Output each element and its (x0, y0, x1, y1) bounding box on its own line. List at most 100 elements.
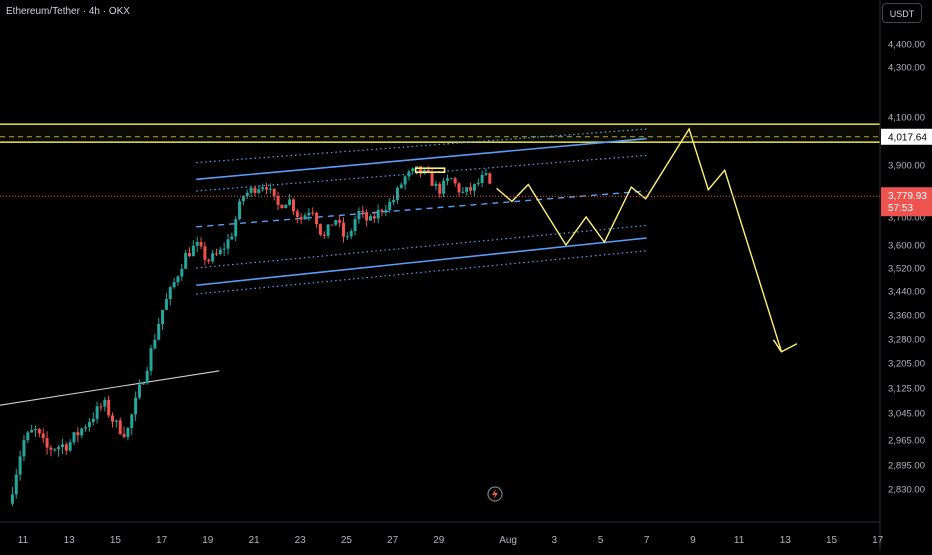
y-tick-label: 2,965.00 (888, 436, 925, 447)
candle-body (276, 195, 280, 205)
y-tick-label: 3,360.00 (888, 311, 925, 322)
candle-body (149, 348, 153, 371)
candle-body (249, 187, 253, 193)
candle-body (476, 182, 480, 185)
candle-body (399, 184, 403, 188)
candle-body (403, 176, 407, 185)
candle-body (318, 224, 322, 235)
candle-body (330, 224, 334, 226)
candle-body (303, 215, 307, 220)
candle-body (253, 187, 257, 193)
x-tick-label: 19 (202, 535, 214, 546)
countdown-label: 57:53 (888, 203, 913, 214)
lightning-icon[interactable] (487, 486, 503, 502)
candle-body (268, 188, 272, 190)
candle-body (41, 433, 45, 439)
candle-body (153, 339, 157, 349)
x-tick-label: 23 (295, 535, 307, 546)
candle-body (380, 209, 384, 212)
candle-body (195, 241, 199, 246)
chart-title: Ethereum/Tether · 4h · OKX (6, 6, 130, 17)
candle-body (14, 474, 18, 495)
projection-line (496, 127, 798, 353)
y-tick-label: 3,600.00 (888, 241, 925, 252)
candle-body (376, 209, 380, 219)
candle-body (415, 166, 419, 169)
candle-body (95, 406, 99, 419)
x-tick-label: 7 (644, 535, 650, 546)
x-tick-label: 13 (64, 535, 76, 546)
candle-body (472, 184, 476, 191)
candle-body (107, 399, 111, 416)
candle-body (411, 168, 415, 172)
price-channel (196, 128, 647, 295)
candle-body (168, 287, 172, 300)
resistance-price-tag (881, 128, 932, 145)
candle-body (368, 216, 372, 221)
resistance-zone-fill (0, 124, 880, 143)
candle-body (299, 217, 303, 220)
candle-body (438, 183, 442, 194)
trendline (0, 370, 220, 406)
candle-body (469, 187, 473, 191)
candle-body (214, 253, 218, 255)
x-tick-label: 11 (18, 535, 29, 546)
candle-body (261, 187, 265, 190)
candle-body (384, 210, 388, 212)
candle-body (488, 173, 492, 184)
y-tick-label: 3,205.00 (888, 359, 925, 370)
candle-body (484, 173, 488, 175)
candle-body (145, 370, 149, 384)
channel-outer-upper (196, 128, 647, 164)
candle-body (449, 178, 453, 180)
candle-body (315, 212, 319, 225)
projection-path (496, 127, 798, 353)
candle-body (342, 222, 346, 237)
support-trendline (0, 370, 220, 406)
candle-body (18, 456, 22, 475)
candle-body (137, 384, 141, 398)
y-tick-label: 4,400.00 (888, 40, 925, 51)
candle-body (76, 432, 80, 436)
candle-body (272, 188, 276, 196)
y-tick-label: 3,900.00 (888, 161, 925, 172)
y-tick-label: 2,895.00 (888, 461, 925, 472)
channel-middle (196, 190, 647, 228)
candle-body (445, 178, 449, 181)
candle-body (26, 432, 30, 441)
y-tick-label: 4,100.00 (888, 113, 925, 124)
y-tick-label: 3,045.00 (888, 409, 925, 420)
candle-body (49, 447, 53, 450)
channel-outer-lower (196, 250, 647, 295)
candle-body (114, 420, 118, 422)
resistance-price-label: 4,017.64 (888, 132, 927, 143)
candle-body (72, 432, 76, 443)
x-tick-label: 11 (734, 535, 745, 546)
y-tick-label: 3,125.00 (888, 384, 925, 395)
candle-body (191, 245, 195, 257)
candle-body (322, 234, 326, 236)
resistance-zone (0, 123, 880, 143)
x-tick-label: 15 (826, 535, 838, 546)
x-tick-label: 9 (690, 535, 696, 546)
candle-body (326, 224, 330, 236)
y-tick-label: 3,440.00 (888, 287, 925, 298)
candle-body (284, 204, 288, 209)
channel-lower (196, 237, 647, 287)
candle-body (126, 427, 130, 437)
channel-inner-lower (196, 224, 647, 269)
candle-body (241, 196, 245, 202)
candle-body (157, 324, 161, 340)
currency-selector[interactable]: USDT (882, 3, 922, 23)
x-tick-label: 15 (110, 535, 122, 546)
candle-body (218, 249, 222, 255)
candle-body (465, 187, 469, 192)
x-tick-label: 25 (341, 535, 353, 546)
candle-body (480, 174, 484, 183)
candle-body (388, 201, 392, 211)
candle-body (311, 212, 315, 214)
candle-body (203, 246, 207, 260)
